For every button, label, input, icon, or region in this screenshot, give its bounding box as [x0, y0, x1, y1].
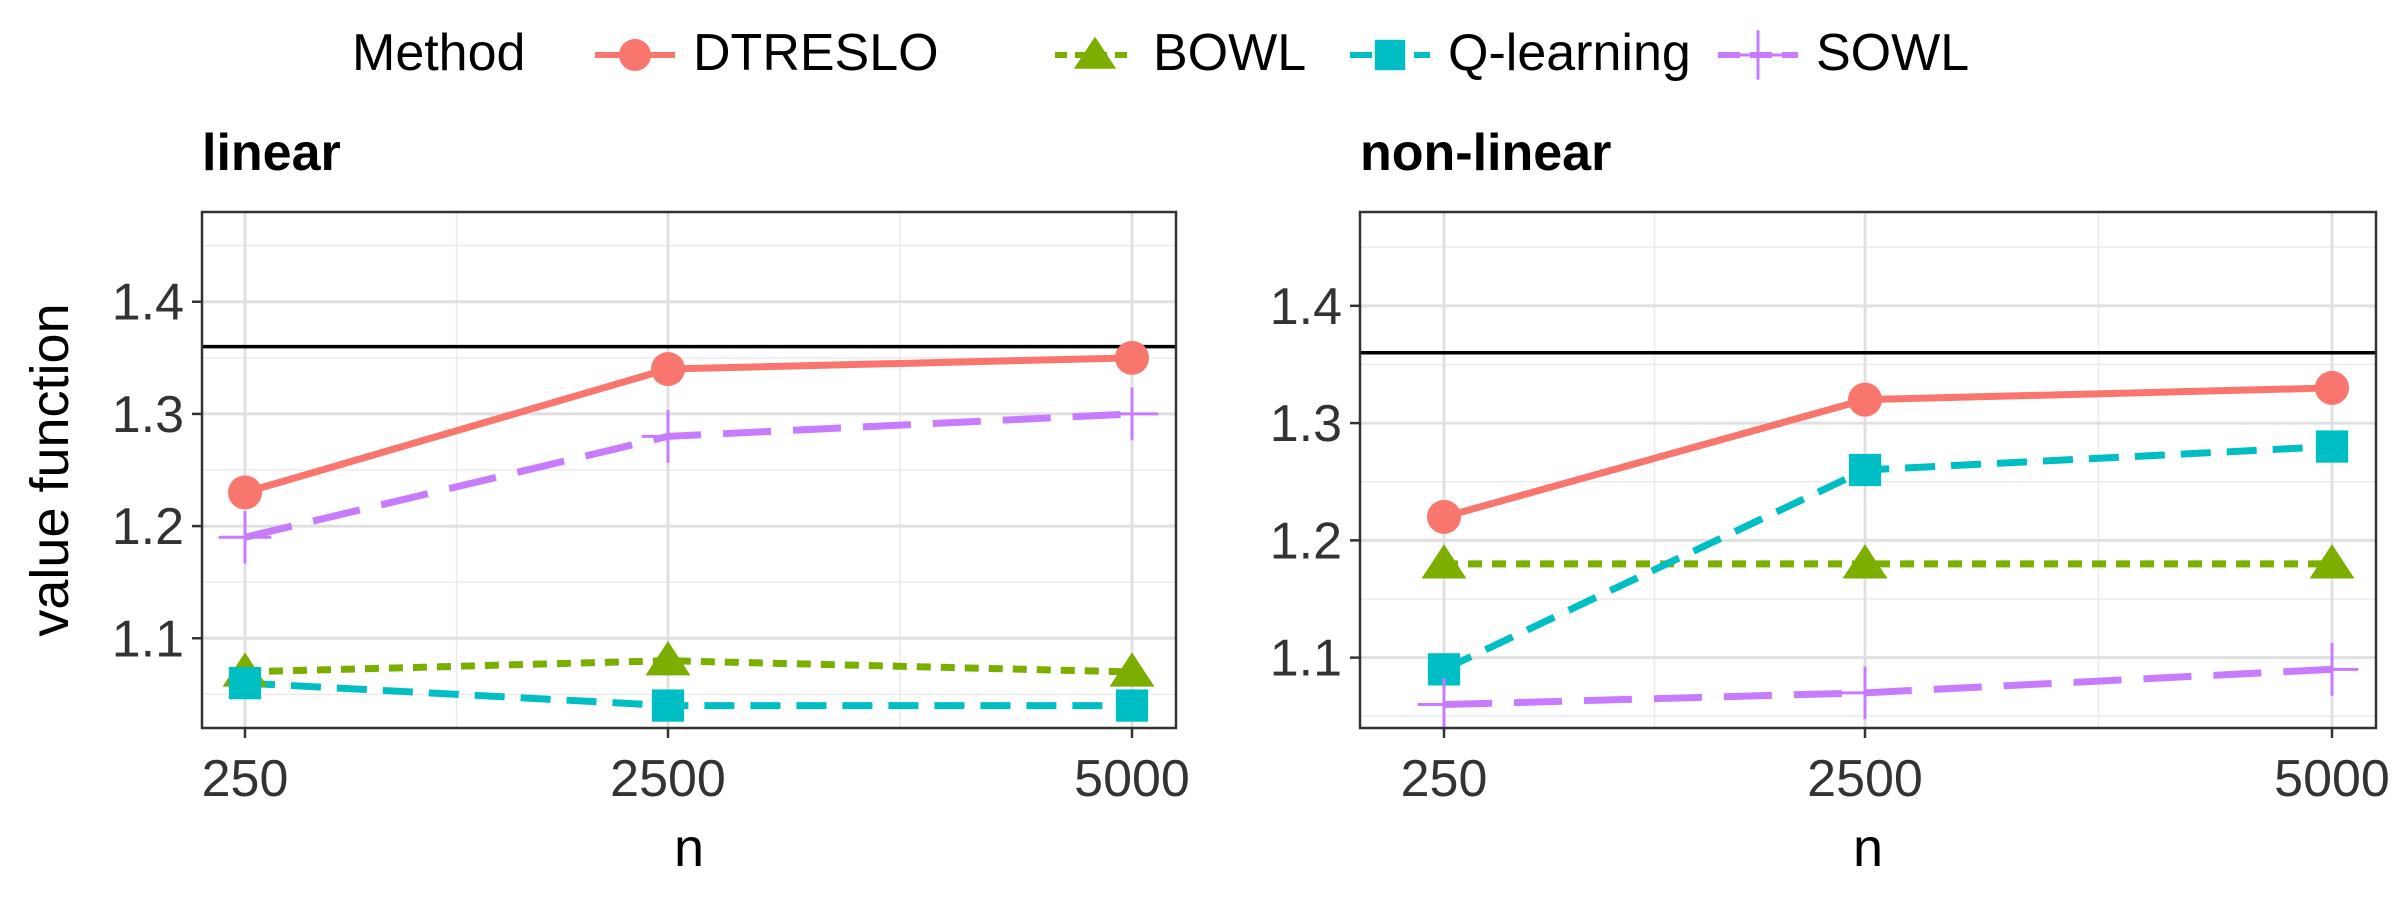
x-tick-label: 5000: [1074, 750, 1190, 808]
point-sowl-5000: [2305, 643, 2359, 696]
point-sowl-250: [218, 510, 272, 564]
legend-label: Q-learning: [1448, 24, 1691, 82]
y-tick-label: 1.4: [1270, 278, 1342, 336]
point-q-learning-2500: [651, 689, 685, 722]
point-q-learning-5000: [1115, 689, 1149, 722]
legend-key-marker: [1733, 30, 1783, 80]
y-tick-label: 1.1: [112, 610, 184, 668]
y-tick-label: 1.2: [112, 498, 184, 556]
point-q-learning-2500: [1848, 453, 1882, 487]
legend-item-dtreslo: DTRESLO: [595, 24, 939, 82]
point-q-learning-5000: [2315, 430, 2349, 463]
point-dtreslo-250: [228, 475, 262, 510]
x-tick-label: 2500: [1807, 750, 1923, 808]
point-sowl-2500: [641, 409, 695, 463]
legend-key-marker: [1374, 39, 1406, 71]
x-tick-label: 2500: [610, 750, 726, 808]
point-bowl-2500: [1842, 544, 1888, 579]
point-dtreslo-250: [1427, 499, 1461, 534]
panel-linear: 1.1 1.2 1.3 1.4 250 2500 5000 linear n value func…: [20, 124, 1190, 878]
legend-label: DTRESLO: [693, 24, 939, 82]
legend-key-marker: [619, 39, 651, 71]
panel-title: linear: [202, 124, 341, 182]
legend-title: Method: [352, 24, 525, 82]
legend-item-q-learning: Q-learning: [1350, 24, 1691, 82]
legend-label: SOWL: [1816, 24, 1969, 82]
legend-label: BOWL: [1153, 24, 1306, 82]
y-tick-label: 1.1: [1270, 630, 1342, 688]
x-axis-label: n: [1853, 818, 1883, 878]
panel-border: [1358, 210, 2378, 730]
point-sowl-250: [1417, 678, 1471, 731]
point-dtreslo-2500: [651, 352, 685, 387]
panel-border: [200, 210, 1178, 730]
point-sowl-2500: [1838, 666, 1892, 720]
legend-item-bowl: BOWL: [1055, 24, 1306, 82]
legend: Method DTRESLO BOWL Q-learning SOWL: [352, 24, 1969, 82]
point-dtreslo-2500: [1848, 382, 1882, 417]
y-tick-label: 1.4: [112, 274, 184, 332]
point-bowl-5000: [2309, 544, 2355, 579]
y-axis-label: value function: [20, 303, 80, 636]
x-tick-label: 250: [1401, 750, 1488, 808]
panel-non-linear: 1.1 1.2 1.3 1.4 250 2500 5000 non-linear n: [1270, 124, 2390, 878]
y-tick-label: 1.2: [1270, 512, 1342, 570]
series-line-bowl: [244, 657, 1133, 676]
point-bowl-250: [1421, 544, 1467, 579]
y-tick-label: 1.3: [1270, 395, 1342, 453]
legend-item-sowl: SOWL: [1718, 24, 1969, 82]
point-bowl-5000: [1109, 652, 1155, 687]
point-dtreslo-5000: [1115, 340, 1149, 375]
x-tick-label: 5000: [2274, 750, 2390, 808]
point-bowl-2500: [645, 641, 691, 676]
point-q-learning-250: [228, 666, 262, 700]
point-sowl-5000: [1105, 387, 1159, 441]
y-tick-label: 1.3: [112, 386, 184, 444]
point-dtreslo-5000: [2315, 370, 2349, 405]
x-tick-label: 250: [202, 750, 289, 808]
x-axis-label: n: [674, 818, 704, 878]
panel-title: non-linear: [1360, 124, 1611, 182]
legend-key-marker: [1073, 36, 1117, 69]
